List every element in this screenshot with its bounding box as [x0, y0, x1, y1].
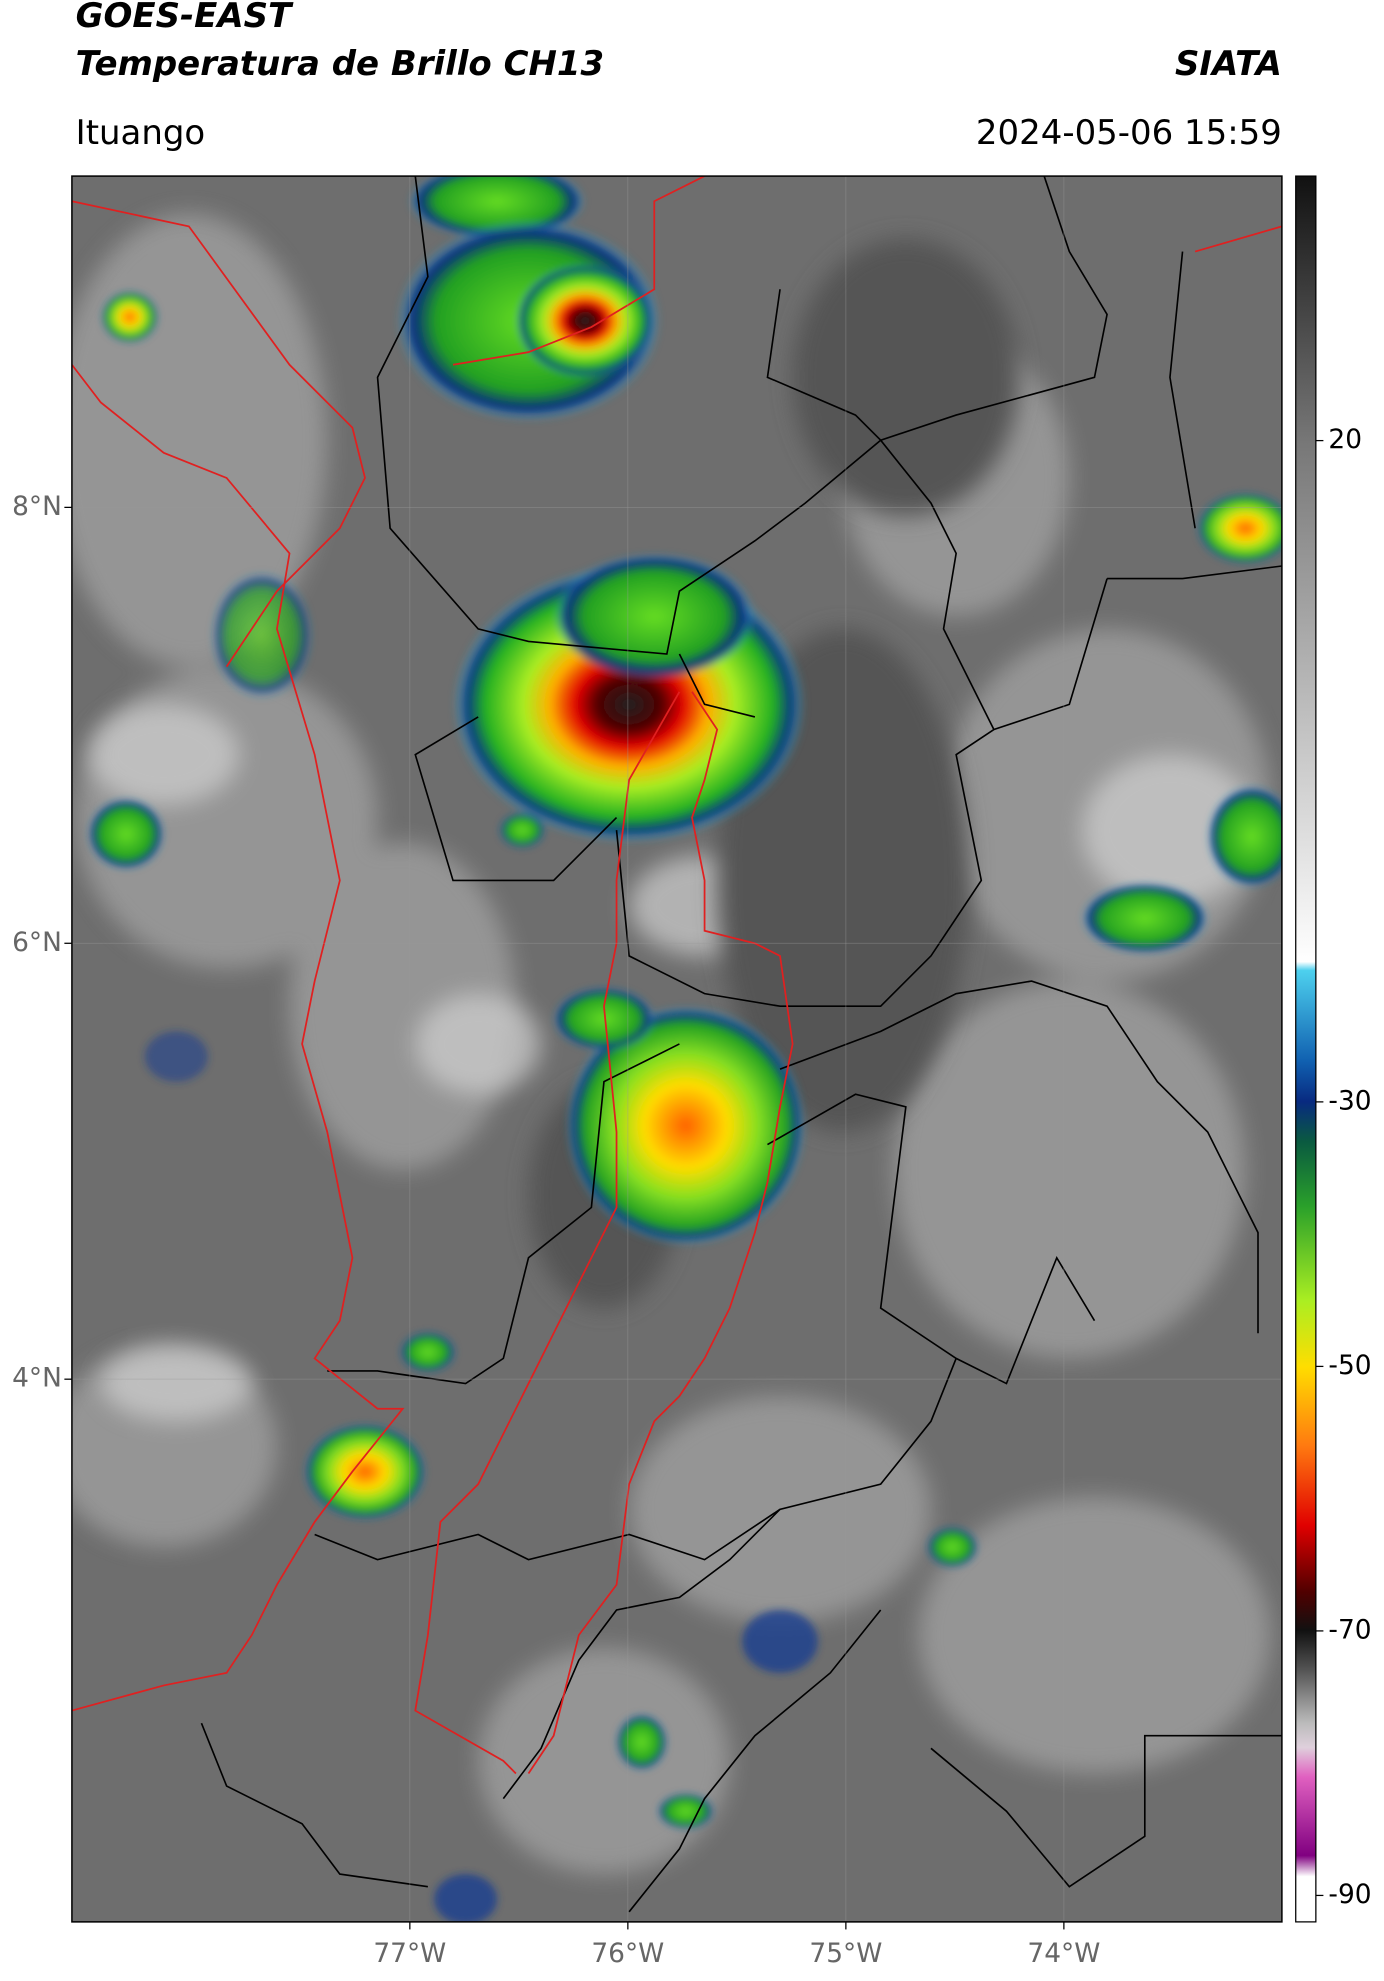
source: SIATA — [1175, 44, 1282, 84]
ticks: 77°W 76°W 75°W 74°W 8°N 6°N 4°N 20 -30 -50 -70 -90 — [12, 424, 1371, 1969]
map-frame — [71, 175, 1283, 1923]
y-tick-label: 6°N — [12, 927, 62, 958]
location: Ituango — [76, 113, 206, 153]
colorbar — [1295, 175, 1317, 1923]
colorbar-tick-label: -90 — [1328, 1879, 1371, 1910]
datetime: 2024-05-06 15:59 — [976, 113, 1282, 153]
x-tick-label: 75°W — [809, 1938, 882, 1969]
colorbar-tick-label: -30 — [1328, 1085, 1371, 1116]
admin-borders — [200, 176, 1282, 1913]
grid — [71, 176, 1282, 1922]
x-tick-label: 77°W — [373, 1938, 446, 1969]
y-tick-label: 8°N — [12, 491, 62, 522]
colorbar-tick-label: -70 — [1328, 1614, 1371, 1645]
y-tick-label: 4°N — [12, 1363, 62, 1394]
x-tick-label: 76°W — [591, 1938, 664, 1969]
colorbar-tick-label: -50 — [1328, 1350, 1371, 1381]
country-borders — [71, 176, 1282, 1775]
satellite-image — [71, 176, 1282, 1922]
title-line1: GOES-EAST — [76, 0, 294, 36]
title-line2: Temperatura de Brillo CH13 — [76, 44, 604, 84]
colorbar-tick-label: 20 — [1328, 424, 1362, 455]
x-tick-label: 74°W — [1027, 1938, 1100, 1969]
